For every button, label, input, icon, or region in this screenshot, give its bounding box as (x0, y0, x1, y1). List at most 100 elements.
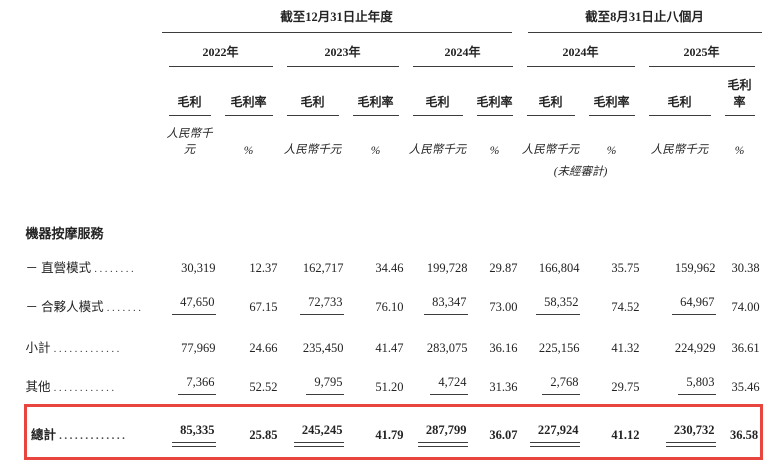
value-text: 9,795 (306, 375, 344, 395)
year-header-2025: 2025年 (642, 33, 762, 67)
value-text: 29.75 (611, 380, 640, 394)
value-text: 41.32 (611, 341, 640, 355)
header-gross-margin: 毛利率 (470, 67, 520, 116)
gross-profit-table: 截至12月31日止年度 截至8月31日止八個月 2022年 2023年 2024… (24, 6, 764, 460)
cell-value: 77,969 (162, 324, 218, 362)
value-text: 74.00 (731, 300, 760, 314)
row-label: 小計 ............. (26, 324, 162, 362)
unit-percent: % (370, 145, 381, 157)
header-gross-margin: 毛利率 (718, 67, 762, 116)
header-gross-margin: 毛利率 (346, 67, 406, 116)
table-row: － 直營模式 ........ 30,319 12.37 162,717 34.46 19… (26, 244, 762, 282)
value-text: 225,156 (538, 341, 580, 355)
cell-value: 199,728 (406, 244, 470, 282)
row-label: 其他 ............ (26, 362, 162, 406)
measure-header-row: 毛利 毛利率 毛利 毛利率 毛利 毛利率 毛利 毛利率 毛利 毛利率 (26, 67, 762, 116)
unit-currency: 人民幣千元 (521, 144, 580, 156)
value-text: 41.79 (375, 428, 404, 442)
value-text: 235,450 (302, 341, 344, 355)
value-text: 227,924 (529, 423, 580, 447)
cell-value: 30,319 (162, 244, 218, 282)
cell-value: 67.15 (218, 282, 280, 324)
value-text: 7,366 (178, 375, 216, 395)
row-label-text: － 直營模式 (25, 261, 92, 275)
value-text: 67.15 (249, 300, 278, 314)
value-text: 36.58 (729, 428, 759, 442)
cell-value: 41.12 (581, 404, 642, 460)
header-gross-profit: 毛利 (280, 67, 346, 116)
cell-value: 224,929 (642, 324, 718, 362)
value-text: 12.37 (249, 261, 278, 275)
cell-value: 30.38 (718, 244, 762, 282)
period-group-annual: 截至12月31日止年度 (161, 6, 520, 33)
cell-value: 4,724 (406, 362, 470, 406)
cell-value: 72,733 (280, 282, 346, 324)
row-label-text: 小計 (25, 341, 51, 355)
cell-value: 35.46 (718, 362, 762, 406)
empty-cell (26, 67, 162, 116)
period-group-label: 截至8月31日止八個月 (585, 10, 704, 24)
cell-value: 159,962 (642, 244, 718, 282)
row-label: － 直營模式 ........ (26, 244, 162, 282)
cell-value: 283,075 (406, 324, 470, 362)
row-label: － 合夥人模式 ....... (26, 282, 162, 324)
value-text: 83,347 (424, 295, 468, 315)
value-text: 230,732 (665, 423, 716, 447)
value-text: 199,728 (426, 261, 468, 275)
value-text: 283,075 (426, 341, 468, 355)
cell-value: 25.85 (217, 404, 280, 460)
cell-value: 287,799 (405, 404, 470, 460)
empty-cell (642, 157, 762, 179)
value-text: 25.85 (249, 428, 278, 442)
row-label-text: － 合夥人模式 (25, 300, 104, 314)
cell-value: 58,352 (520, 282, 582, 324)
unit-currency: 人民幣千元 (283, 144, 342, 156)
value-text: 5,803 (678, 375, 716, 395)
empty-cell (26, 116, 162, 157)
leader-dots: ............. (59, 430, 128, 442)
value-text: 30.38 (731, 261, 760, 275)
year-header-2022: 2022年 (162, 33, 280, 67)
value-text: 35.46 (731, 380, 760, 394)
cell-value: 227,924 (519, 404, 582, 460)
value-text: 74.52 (611, 300, 640, 314)
cell-value: 85,335 (161, 404, 218, 460)
header-gross-profit: 毛利 (642, 67, 718, 116)
value-text: 85,335 (172, 423, 216, 447)
cell-value: 41.32 (582, 324, 642, 362)
value-text: 31.36 (489, 380, 518, 394)
cell-value: 9,795 (280, 362, 346, 406)
value-text: 64,967 (672, 295, 716, 315)
empty-corner (26, 6, 162, 33)
cell-value: 166,804 (520, 244, 582, 282)
cell-value: 12.37 (218, 244, 280, 282)
value-text: 52.52 (249, 380, 278, 394)
period-group-label: 截至12月31日止年度 (280, 10, 393, 24)
value-text: 36.61 (731, 341, 760, 355)
cell-value: 29.75 (582, 362, 642, 406)
cell-value: 245,245 (279, 404, 346, 460)
cell-value: 225,156 (520, 324, 582, 362)
cell-value: 41.79 (345, 404, 406, 460)
header-gross-margin: 毛利率 (218, 67, 280, 116)
empty-cell (26, 157, 162, 179)
cell-value: 73.00 (470, 282, 520, 324)
row-label: 總計 ............. (24, 404, 162, 460)
value-text: 41.47 (375, 341, 404, 355)
cell-value: 41.47 (346, 324, 406, 362)
cell-value: 31.36 (470, 362, 520, 406)
cell-value: 74.52 (582, 282, 642, 324)
year-header-2023: 2023年 (280, 33, 406, 67)
cell-value: 74.00 (718, 282, 762, 324)
cell-value: 2,768 (520, 362, 582, 406)
value-text: 30,319 (181, 261, 216, 275)
value-text: 41.12 (611, 428, 640, 442)
value-text: 76.10 (375, 300, 404, 314)
empty-cell (162, 157, 520, 179)
cell-value: 36.58 (717, 404, 764, 460)
cell-value: 36.07 (469, 404, 520, 460)
leader-dots: ........ (94, 263, 137, 275)
unit-percent: % (606, 145, 617, 157)
cell-value: 7,366 (162, 362, 218, 406)
value-text: 34.46 (375, 261, 404, 275)
